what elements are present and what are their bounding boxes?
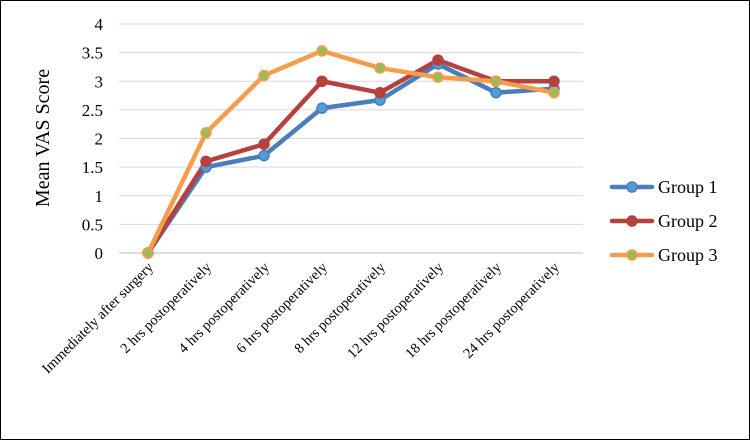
- series-line-3: [145, 48, 557, 256]
- data-point-series-2: [548, 75, 560, 87]
- y-tick-label: 1: [95, 187, 104, 206]
- legend-label-2: Group 2: [658, 211, 718, 231]
- data-point-series-2: [316, 75, 328, 87]
- data-point-series-3: [374, 62, 386, 74]
- gridlines: [119, 23, 583, 225]
- y-tick-label: 1.5: [82, 158, 103, 177]
- y-tick-label: 3: [95, 72, 104, 91]
- legend-swatch-marker-1: [626, 181, 638, 193]
- y-tick-label: 0: [95, 244, 104, 263]
- x-tick-label: Immediately after surgery: [39, 259, 157, 377]
- data-point-series-3: [142, 247, 154, 259]
- data-point-series-3: [432, 71, 444, 83]
- data-point-series-2: [200, 155, 212, 168]
- data-point-series-3: [548, 86, 560, 99]
- legend-swatch-marker-3: [626, 249, 638, 261]
- series-line-1: [145, 61, 557, 256]
- x-tick-label: 18 hrs postoperatively: [402, 259, 505, 362]
- x-tick-label: 12 hrs postoperatively: [344, 259, 447, 362]
- y-tick-label: 2.5: [82, 101, 103, 120]
- y-tick-label: 3.5: [82, 44, 103, 63]
- series-markers: [142, 45, 560, 259]
- series-line-2: [145, 57, 557, 256]
- y-tick-labels: 0 0.5 1 1.5 2 2.5 3 3.5 4: [82, 15, 104, 263]
- data-point-series-1: [490, 86, 502, 99]
- data-point-series-3: [200, 127, 212, 139]
- data-point-series-2: [432, 54, 444, 66]
- legend-label-1: Group 1: [658, 177, 718, 197]
- data-point-series-3: [316, 45, 328, 57]
- x-tick-label: 24 hrs postoperatively: [460, 259, 563, 362]
- data-point-series-2: [374, 86, 386, 99]
- legend: Group 1 Group 2 Group 3: [609, 177, 718, 265]
- series-lines: [145, 48, 557, 256]
- y-axis-title: Mean VAS Score: [32, 69, 54, 207]
- legend-swatch-marker-2: [626, 215, 638, 227]
- data-point-series-2: [258, 138, 270, 150]
- data-point-series-1: [258, 149, 270, 162]
- legend-label-3: Group 3: [658, 245, 718, 265]
- data-point-series-1: [316, 102, 328, 114]
- y-tick-label: 2: [95, 130, 104, 149]
- data-point-series-3: [258, 69, 270, 82]
- data-point-series-3: [490, 75, 502, 87]
- y-tick-label: 0.5: [82, 215, 103, 234]
- y-tick-label: 4: [95, 15, 104, 34]
